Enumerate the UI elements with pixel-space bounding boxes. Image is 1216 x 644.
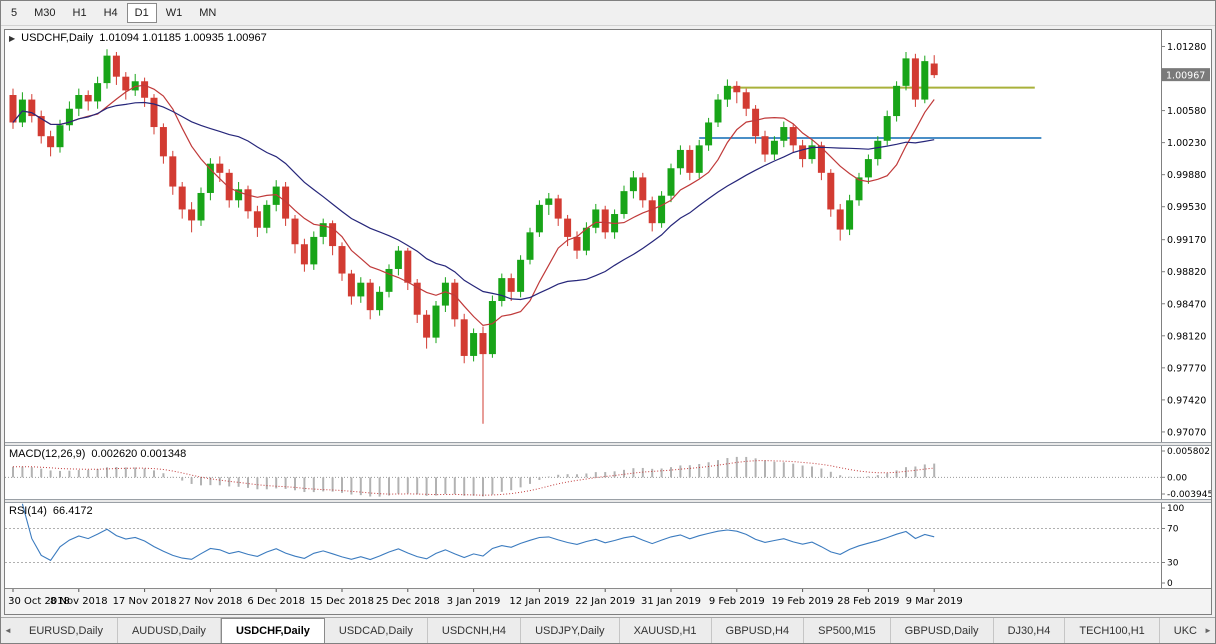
chart-workspace: 1.01280 1.00967 1.00580 1.00230 0.99880 0.995…	[1, 26, 1215, 617]
timeframe-button-H1[interactable]: H1	[72, 7, 87, 19]
price-chart-panel[interactable]: 1.01280 1.00967 1.00580 1.00230 0.99880 0.995…	[5, 30, 1211, 442]
svg-text:0.99170: 0.99170	[1167, 235, 1206, 246]
svg-text:0.97070: 0.97070	[1167, 427, 1206, 438]
svg-text:0.00: 0.00	[1167, 473, 1187, 483]
svg-text:1.00230: 1.00230	[1167, 138, 1206, 149]
timeframe-button-5[interactable]: 5	[11, 7, 18, 19]
tabs-scroll-left-icon[interactable]: ◄	[4, 626, 12, 635]
svg-text:0.99880: 0.99880	[1167, 170, 1206, 181]
svg-text:0.005802: 0.005802	[1167, 447, 1210, 457]
svg-text:15 Dec 2018: 15 Dec 2018	[310, 596, 374, 607]
svg-text:28 Feb 2019: 28 Feb 2019	[837, 596, 899, 607]
svg-text:0.97420: 0.97420	[1167, 395, 1206, 406]
macd-canvas[interactable]: 0.005802 0.00 -0.003945	[5, 446, 1211, 499]
tab-sp500-m15[interactable]: SP500,M15	[804, 618, 891, 643]
panel-splitter-2[interactable]	[5, 499, 1211, 503]
collapse-icon[interactable]: ▶	[9, 33, 16, 43]
svg-text:6 Dec 2018: 6 Dec 2018	[247, 596, 305, 607]
timeframe-button-MN[interactable]: MN	[199, 7, 217, 19]
panel-splitter-1[interactable]	[5, 442, 1211, 446]
time-axis: 30 Oct 2018 8 Nov 2018 17 Nov 2018 27 Nov 2…	[5, 588, 1211, 614]
symbol-tabbar: ◄ EURUSD,Daily AUDUSD,Daily USDCHF,Daily US…	[1, 617, 1215, 643]
svg-text:8 Nov 2018: 8 Nov 2018	[50, 596, 108, 607]
svg-text:70: 70	[1167, 525, 1179, 535]
svg-text:1.01280: 1.01280	[1167, 42, 1206, 53]
tab-usdchf-daily[interactable]: USDCHF,Daily	[220, 618, 325, 643]
svg-text:31 Jan 2019: 31 Jan 2019	[641, 596, 701, 607]
svg-text:22 Jan 2019: 22 Jan 2019	[575, 596, 635, 607]
svg-text:0.98470: 0.98470	[1167, 299, 1206, 310]
svg-text:0.98820: 0.98820	[1167, 267, 1206, 278]
tab-audusd-daily[interactable]: AUDUSD,Daily	[117, 618, 221, 643]
tab-xauusd-h1[interactable]: XAUUSD,H1	[619, 618, 712, 643]
rsi-canvas[interactable]: 100 70 30 0	[5, 503, 1211, 588]
price-chart-canvas[interactable]: 1.01280 1.00967 1.00580 1.00230 0.99880 0.995…	[5, 30, 1211, 442]
timeframe-toolbar: 5 M30 H1 H4 D1 W1 MN	[1, 1, 1215, 26]
svg-text:19 Feb 2019: 19 Feb 2019	[771, 596, 833, 607]
tab-dj30-h4[interactable]: DJ30,H4	[993, 618, 1066, 643]
svg-text:3 Jan 2019: 3 Jan 2019	[447, 596, 501, 607]
macd-panel[interactable]: 0.005802 0.00 -0.003945 MACD(12,26,9) 0.00…	[5, 446, 1211, 499]
tab-eurusd-daily[interactable]: EURUSD,Daily	[15, 618, 118, 643]
svg-text:0.98120: 0.98120	[1167, 331, 1206, 342]
timeframe-button-W1[interactable]: W1	[165, 7, 183, 19]
tab-usdcnh-h4[interactable]: USDCNH,H4	[427, 618, 522, 643]
svg-text:27 Nov 2018: 27 Nov 2018	[178, 596, 242, 607]
chart-frame: 1.01280 1.00967 1.00580 1.00230 0.99880 0.995…	[4, 29, 1212, 615]
tab-tech100-h1[interactable]: TECH100,H1	[1065, 618, 1160, 643]
tab-gbpusd-h4[interactable]: GBPUSD,H4	[711, 618, 805, 643]
svg-text:25 Dec 2018: 25 Dec 2018	[376, 596, 440, 607]
svg-text:1.00580: 1.00580	[1167, 106, 1206, 117]
svg-text:0.97770: 0.97770	[1167, 363, 1206, 374]
svg-text:1.00967: 1.00967	[1166, 71, 1205, 82]
timeframe-button-M30[interactable]: M30	[34, 7, 56, 19]
tabs-scroll-right-icon[interactable]: ►	[1204, 626, 1212, 635]
tab-ukc[interactable]: UKC	[1159, 618, 1201, 643]
timeframe-button-H4[interactable]: H4	[103, 7, 118, 19]
tab-gbpusd-daily[interactable]: GBPUSD,Daily	[890, 618, 994, 643]
svg-text:30: 30	[1167, 559, 1179, 569]
symbol-tabs: EURUSD,Daily AUDUSD,Daily USDCHF,Daily USDC…	[15, 618, 1201, 643]
timeframe-button-D1[interactable]: D1	[126, 3, 157, 23]
svg-text:0: 0	[1167, 579, 1173, 588]
svg-text:17 Nov 2018: 17 Nov 2018	[113, 596, 177, 607]
tab-usdcad-daily[interactable]: USDCAD,Daily	[324, 618, 428, 643]
svg-text:9 Mar 2019: 9 Mar 2019	[906, 596, 963, 607]
svg-text:-0.003945: -0.003945	[1167, 490, 1211, 499]
tab-usdjpy-daily[interactable]: USDJPY,Daily	[521, 618, 620, 643]
svg-text:9 Feb 2019: 9 Feb 2019	[709, 596, 765, 607]
svg-text:0.99530: 0.99530	[1167, 202, 1206, 213]
rsi-panel[interactable]: 100 70 30 0 RSI(14) 66.4172	[5, 503, 1211, 588]
svg-text:30 Oct 2018: 30 Oct 2018	[8, 596, 70, 607]
svg-text:12 Jan 2019: 12 Jan 2019	[509, 596, 569, 607]
svg-text:100: 100	[1167, 504, 1184, 514]
